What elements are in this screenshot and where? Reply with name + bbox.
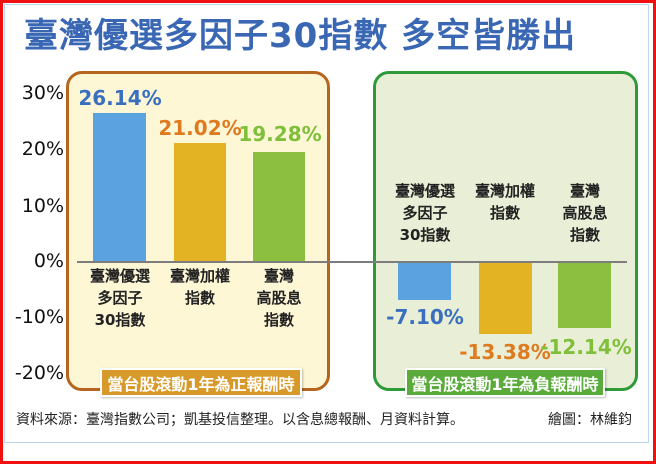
chart-title: 臺灣優選多因子30指數 多空皆勝出 xyxy=(24,16,577,56)
negative-return-banner: 當台股滾動1年為負報酬時 xyxy=(405,368,605,397)
category-label-neg-multifactor30: 臺灣優選 多因子 30指數 xyxy=(394,182,455,244)
category-label-pos-high-dividend: 臺灣 高股息 指數 xyxy=(256,267,302,329)
value-label-neg-taiex: -13.38% xyxy=(459,340,551,364)
value-label-pos-multifactor30: 26.14% xyxy=(78,86,162,110)
value-label-neg-high-dividend: -12.14% xyxy=(540,335,632,359)
bar-pos-high-dividend xyxy=(253,152,305,262)
category-label-neg-taiex: 臺灣加權 指數 xyxy=(474,182,535,222)
y-tick-10: 10% xyxy=(21,195,64,217)
value-label-neg-multifactor30: -7.10% xyxy=(386,305,464,329)
bar-pos-multifactor30 xyxy=(93,113,146,262)
bar-neg-multifactor30 xyxy=(398,263,451,300)
chart-credit: 繪圖：林維鈞 xyxy=(548,412,632,428)
bar-neg-taiex xyxy=(479,263,532,334)
y-tick-30: 30% xyxy=(21,82,64,104)
y-tick-0: 0% xyxy=(33,250,64,272)
source-note: 資料來源：臺灣指數公司；凱基投信整理。以含息總報酬、月資料計算。 xyxy=(16,412,464,428)
category-label-pos-multifactor30: 臺灣優選 多因子 30指數 xyxy=(89,267,150,329)
value-label-pos-taiex: 21.02% xyxy=(158,116,242,140)
y-tick-minus-10: -10% xyxy=(14,306,64,328)
positive-return-banner: 當台股滾動1年為正報酬時 xyxy=(100,368,302,397)
bar-pos-taiex xyxy=(174,143,226,262)
zero-baseline xyxy=(77,261,627,263)
category-label-pos-taiex: 臺灣加權 指數 xyxy=(169,267,230,307)
y-tick-20: 20% xyxy=(21,138,64,160)
category-label-neg-high-dividend: 臺灣 高股息 指數 xyxy=(562,182,608,244)
bar-neg-high-dividend xyxy=(558,263,611,328)
value-label-pos-high-dividend: 19.28% xyxy=(238,122,322,146)
y-tick-minus-20: -20% xyxy=(14,362,64,384)
